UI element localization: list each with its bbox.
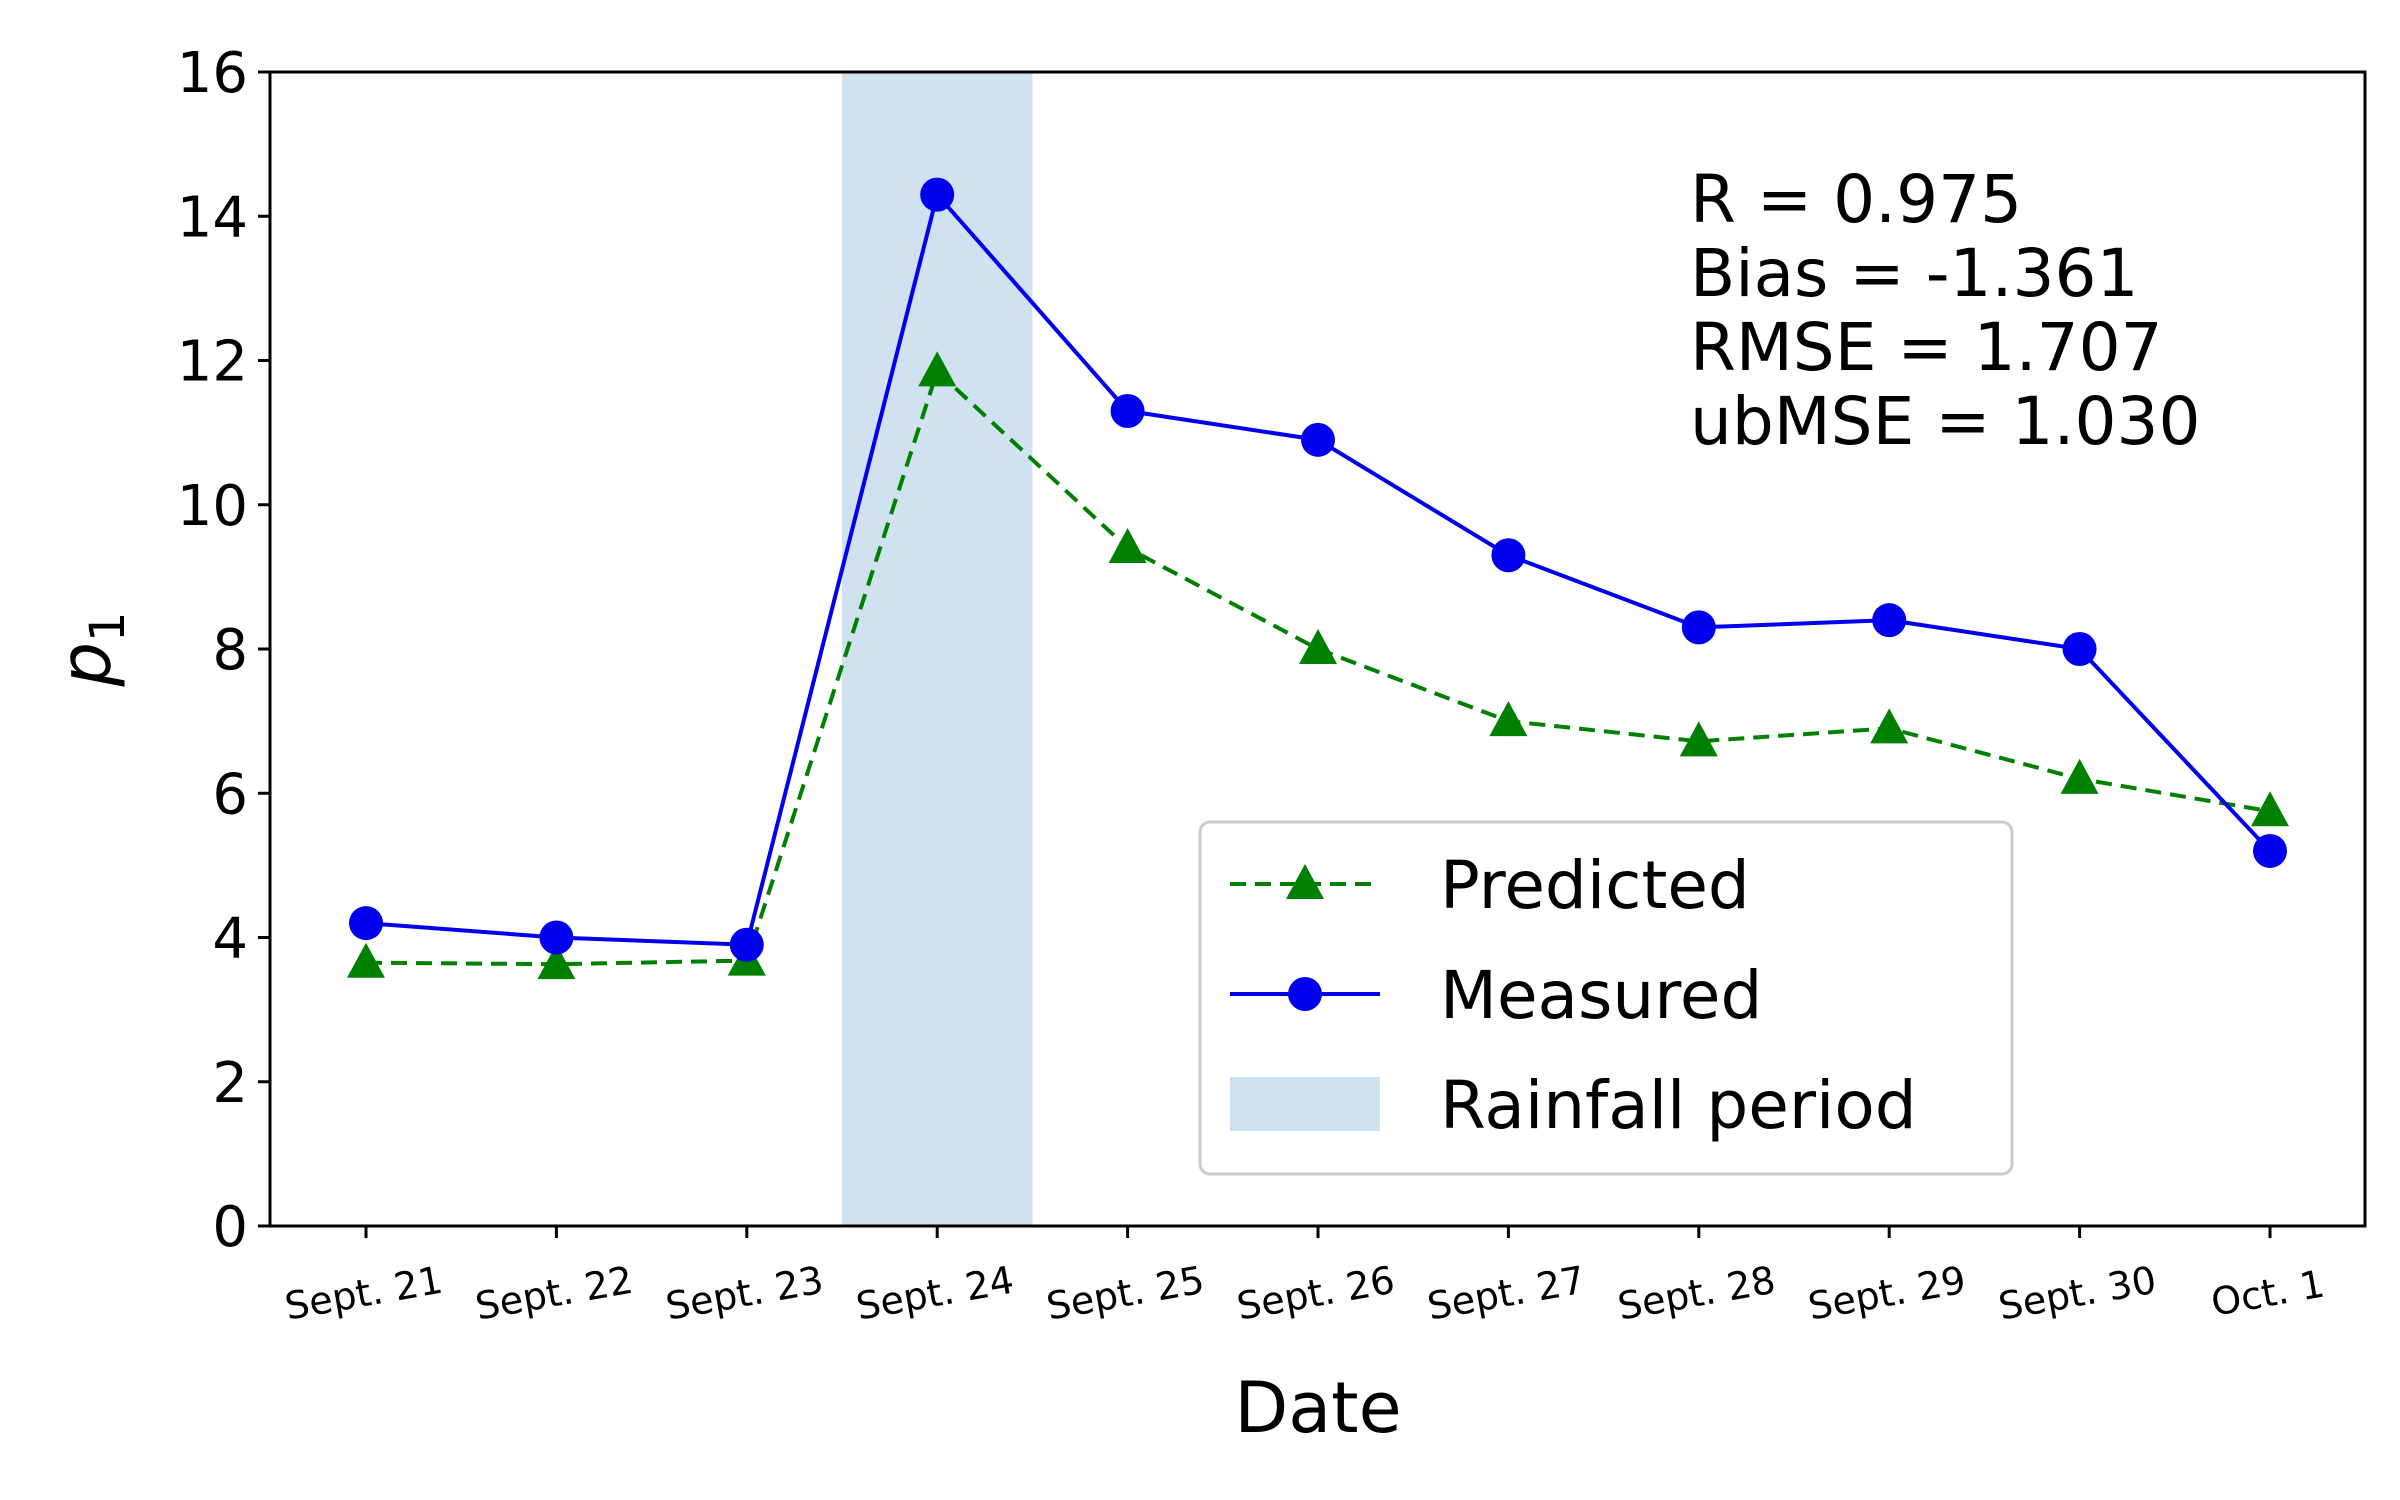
- y-tick-label: 16: [177, 41, 248, 106]
- x-tick-label: Sept. 25: [1043, 1258, 1207, 1329]
- data-point-predicted: [2251, 791, 2289, 827]
- x-tick-label: Sept. 26: [1234, 1258, 1398, 1329]
- rainfall-period-band: [842, 72, 1033, 1226]
- y-tick-label: 8: [212, 618, 248, 683]
- data-point-predicted: [1489, 701, 1528, 737]
- x-tick-label: Sept. 27: [1424, 1258, 1588, 1329]
- x-tick-label: Sept. 29: [1805, 1258, 1969, 1329]
- stats-line: ubMSE = 1.030: [1690, 383, 2200, 460]
- data-point-measured: [729, 927, 764, 962]
- legend-frame: [1198, 820, 2014, 1176]
- x-tick-label: Sept. 21: [282, 1258, 446, 1329]
- legend-swatch-marker: [1286, 864, 1324, 899]
- x-tick-label: Sept. 30: [1995, 1258, 2159, 1329]
- legend-swatch-patch: [1230, 1077, 1380, 1131]
- data-point-measured: [1301, 422, 1335, 457]
- x-tick-label: Sept. 28: [1614, 1258, 1778, 1329]
- data-point-measured: [1872, 603, 1907, 638]
- y-axis-title-symbol: p: [45, 642, 127, 687]
- stats-line: RMSE = 1.707: [1690, 309, 2163, 386]
- legend-swatch-marker: [1288, 977, 1322, 1011]
- data-point-measured: [539, 920, 574, 955]
- y-tick-label: 4: [212, 907, 248, 972]
- y-axis-title-subscript: 1: [80, 612, 136, 643]
- x-tick-label: Sept. 24: [853, 1258, 1017, 1329]
- x-tick-label: Oct. 1: [2208, 1262, 2328, 1325]
- x-tick-label: Sept. 22: [472, 1258, 636, 1329]
- data-point-predicted: [1679, 721, 1718, 757]
- data-point-measured: [2253, 833, 2287, 868]
- y-tick-label: 12: [177, 330, 248, 395]
- data-point-measured: [2062, 632, 2097, 666]
- y-tick-label: 14: [177, 185, 248, 250]
- legend: Predicted Measured Rainfall period: [1198, 820, 2014, 1176]
- x-axis-title: Date: [1234, 1367, 1401, 1449]
- series-measured: [349, 177, 2287, 962]
- data-point-predicted: [2060, 758, 2099, 794]
- y-axis-title: p1: [45, 612, 136, 688]
- legend-label: Rainfall period: [1440, 1067, 1917, 1144]
- legend-label: Predicted: [1440, 847, 1750, 924]
- data-point-predicted: [347, 942, 385, 978]
- data-point-measured: [1681, 610, 1716, 645]
- data-point-predicted: [918, 351, 957, 387]
- data-point-measured: [1110, 393, 1145, 428]
- data-point-predicted: [1108, 528, 1147, 564]
- stats-line: R = 0.975: [1690, 161, 2022, 238]
- y-tick-label: 2: [212, 1051, 248, 1116]
- stats-line: Bias = -1.361: [1690, 235, 2138, 312]
- data-point-predicted: [1299, 629, 1337, 664]
- y-tick-label: 10: [177, 474, 248, 539]
- data-point-measured: [1491, 538, 1526, 573]
- x-tick-label: Sept. 23: [662, 1258, 826, 1329]
- y-axis-title-group: p1: [45, 612, 136, 688]
- y-tick-label: 0: [212, 1195, 248, 1260]
- data-point-measured: [349, 906, 383, 941]
- y-tick-label: 6: [212, 762, 248, 827]
- data-point-measured: [920, 177, 955, 212]
- data-point-predicted: [1870, 708, 1909, 744]
- legend-label: Measured: [1440, 957, 1762, 1034]
- series-predicted: [347, 351, 2289, 980]
- data-point-predicted: [537, 944, 576, 980]
